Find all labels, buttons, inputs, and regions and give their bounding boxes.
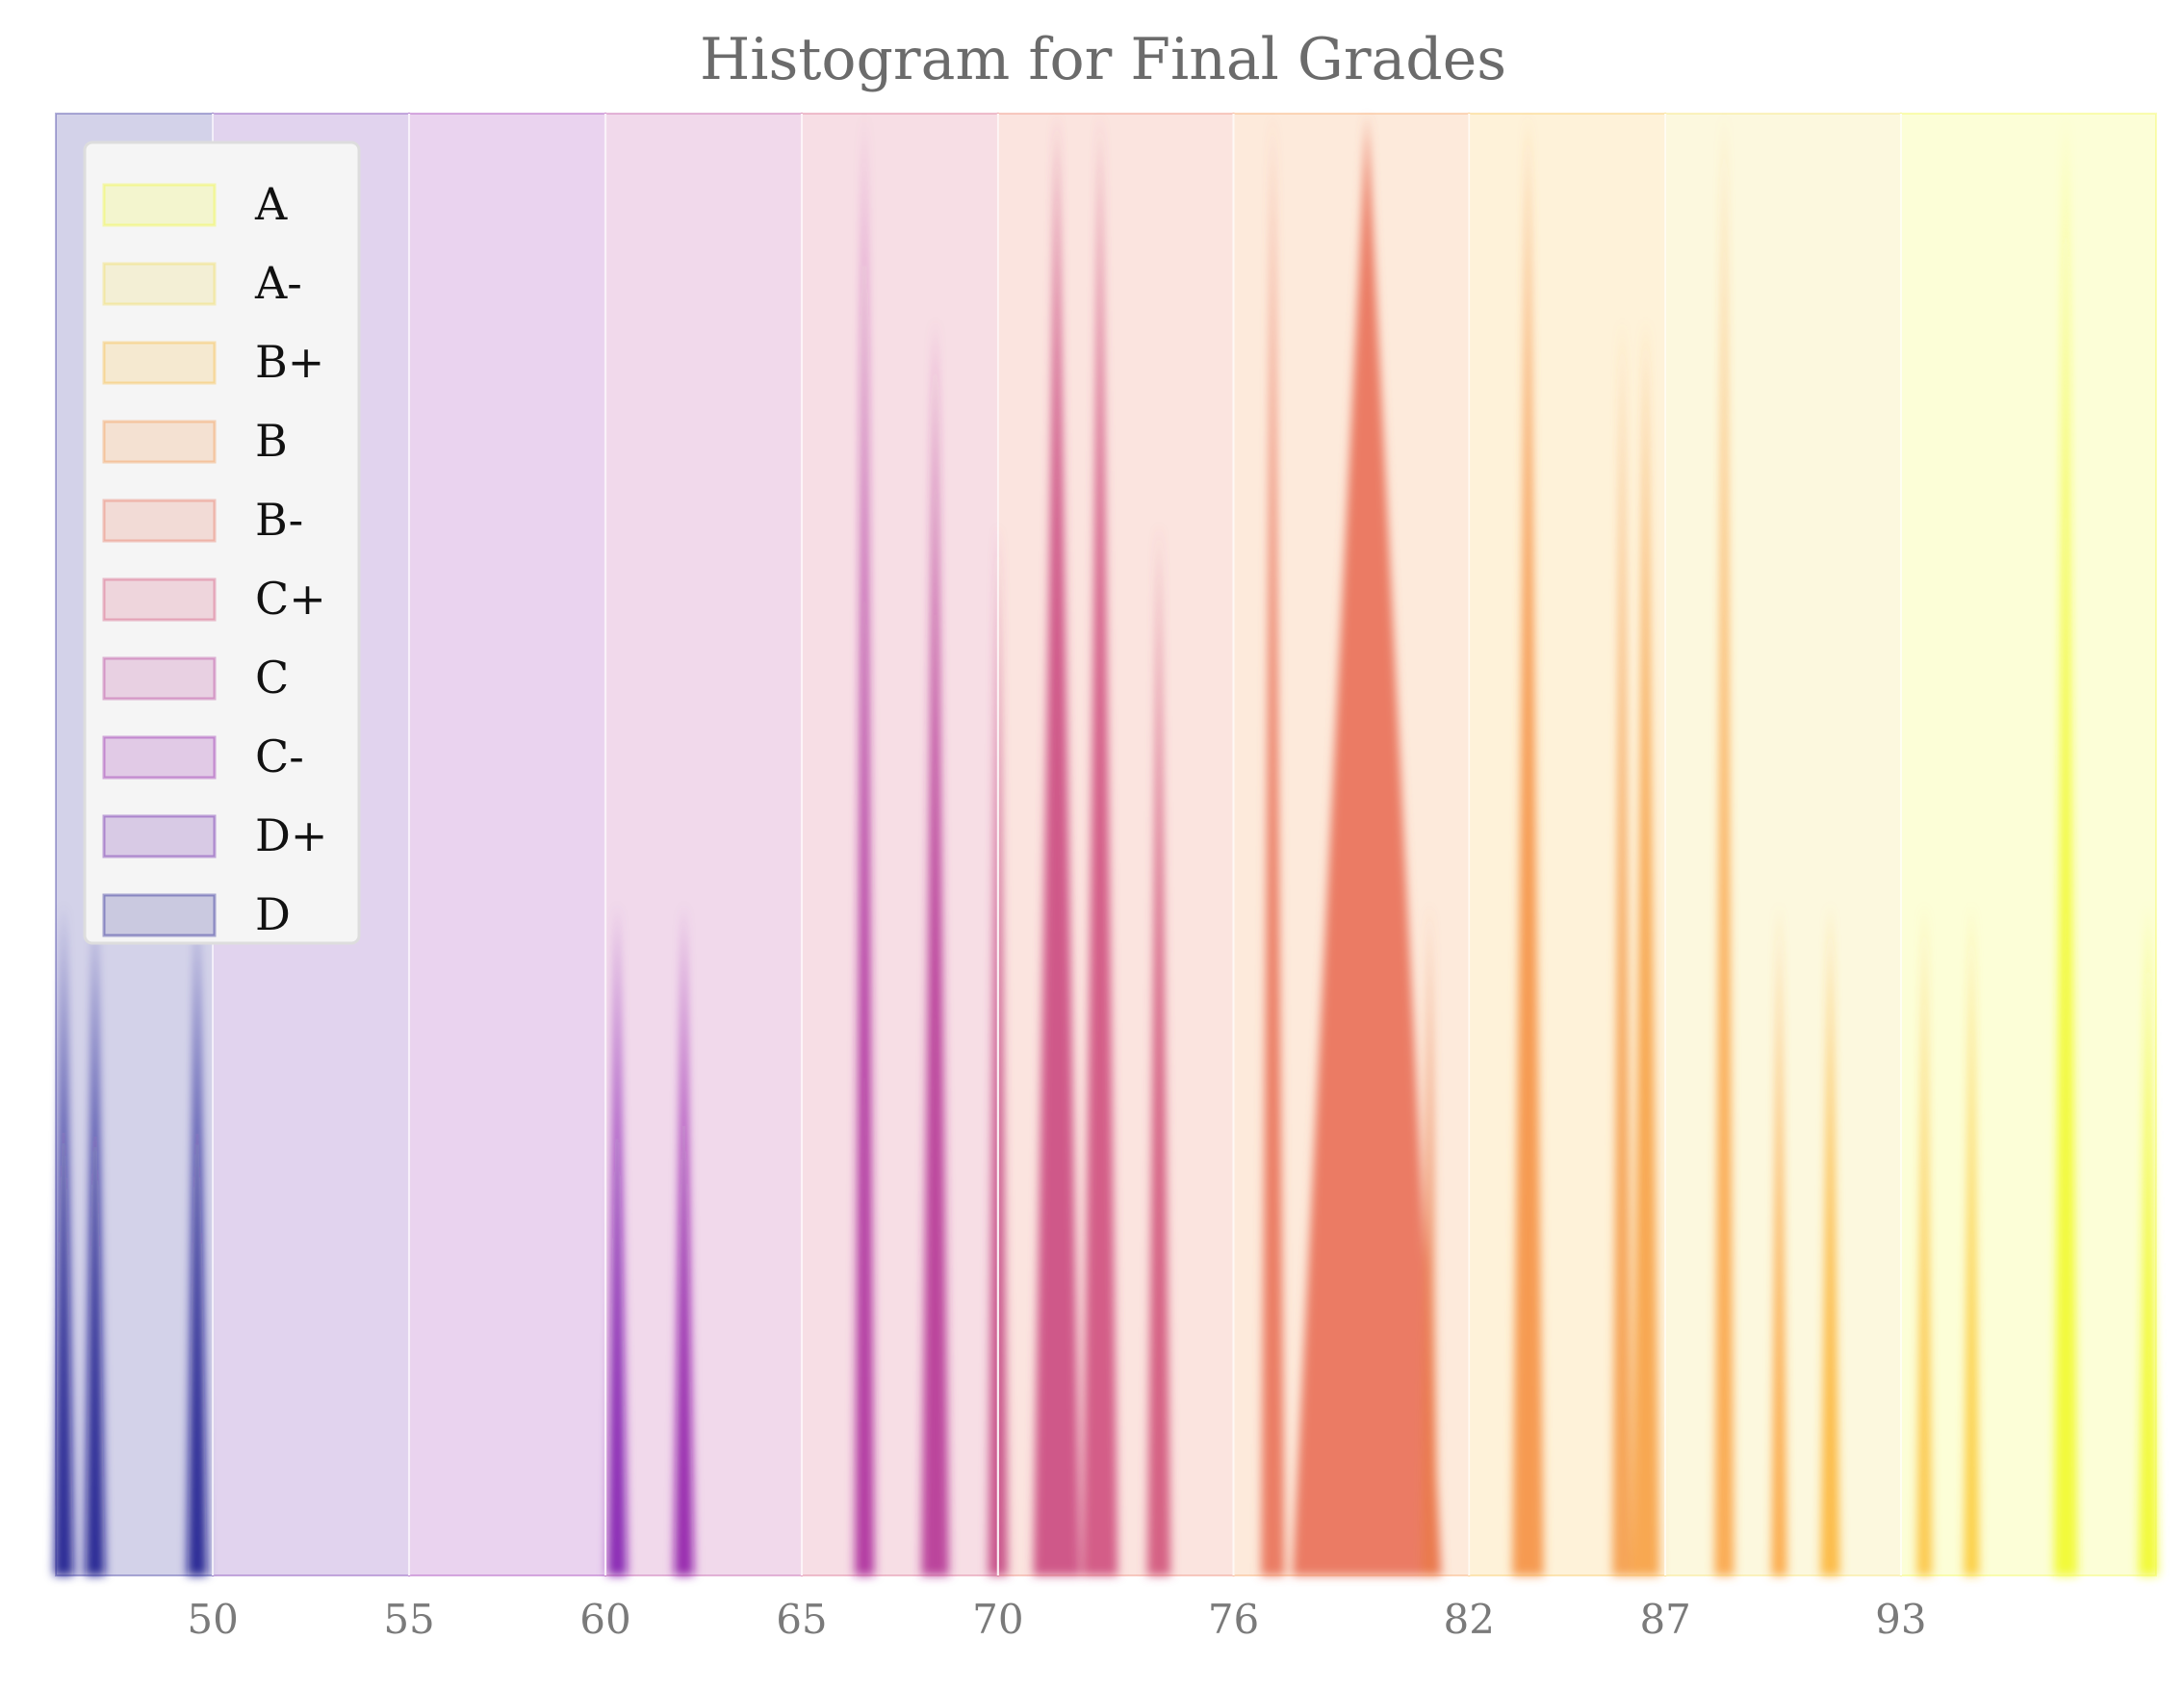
- x-tick-label-60: 60: [579, 1596, 630, 1643]
- chart-title: Histogram for Final Grades: [700, 26, 1506, 93]
- legend-entry-d: D: [102, 888, 291, 940]
- legend-entry-aminus: A-: [102, 257, 302, 309]
- legend-entry-a: A: [102, 178, 288, 230]
- spike-8: [1033, 114, 1081, 1576]
- band-b-minusplus: [1468, 113, 1667, 1576]
- legend-entry-a-swatch: [102, 183, 217, 227]
- legend-entry-cminus-label: C-: [255, 730, 304, 782]
- spike-23: [2138, 903, 2159, 1576]
- legend-entry-b-label: B: [255, 415, 288, 467]
- spike-12: [1292, 114, 1442, 1576]
- legend-entry-b-swatch: [102, 420, 217, 464]
- legend-entry-bminus-swatch: [102, 499, 217, 543]
- legend-box: [83, 141, 361, 945]
- spike-6: [921, 318, 949, 1576]
- legend-entry-aminus-swatch: [102, 262, 217, 306]
- spike-11: [1261, 114, 1285, 1576]
- legend-entry-aminus-label: A-: [254, 257, 302, 309]
- spike-17: [1714, 114, 1734, 1576]
- legend-entry-d-swatch: [102, 893, 217, 937]
- legend-entry-cminus-swatch: [102, 735, 217, 780]
- legend-entry-d-label: D: [255, 888, 291, 940]
- x-tick-label-87: 87: [1639, 1596, 1690, 1643]
- spike-20: [1916, 903, 1933, 1576]
- x-tick-label-70: 70: [972, 1596, 1023, 1643]
- legend-entry-cplus-label: C+: [255, 573, 326, 625]
- band-b-minus: [996, 113, 1235, 1576]
- spike-3: [607, 903, 628, 1576]
- x-axis-ticks: 50 55 60 65 70 76 82 87 93: [187, 1596, 1926, 1643]
- spike-19: [1820, 903, 1840, 1576]
- legend-entry-bminus-label: B-: [255, 494, 303, 546]
- spike-13: [1422, 903, 1438, 1576]
- spike-5: [854, 114, 875, 1576]
- legend-entry-a-label: A: [254, 178, 288, 230]
- spike-2: [187, 903, 208, 1576]
- spike-22: [2053, 114, 2078, 1576]
- legend-entry-cminus: C-: [102, 730, 304, 782]
- legend-entry-dplus: D+: [102, 809, 327, 861]
- spike-1: [85, 903, 105, 1576]
- x-tick-label-50: 50: [187, 1596, 238, 1643]
- spike-10: [1146, 523, 1171, 1576]
- legend-entry-c-swatch: [102, 656, 217, 701]
- legend-entry-cplus-swatch: [102, 577, 217, 622]
- legend-entry-bminus: B-: [102, 494, 303, 546]
- legend-entry-bplus-label: B+: [255, 336, 324, 388]
- legend-entry-c: C: [102, 652, 289, 704]
- legend: A A- B+ B B- C+ C C- D+ D: [83, 141, 361, 945]
- spike-18: [1771, 903, 1787, 1576]
- spike-21: [1964, 903, 1980, 1576]
- x-tick-label-76: 76: [1208, 1596, 1259, 1643]
- legend-entry-dplus-label: D+: [255, 809, 327, 861]
- legend-entry-c-label: C: [255, 652, 289, 704]
- legend-entry-bplus: B+: [102, 336, 324, 388]
- band-c-minusplus: [800, 113, 999, 1576]
- legend-entry-bplus-swatch: [102, 341, 217, 385]
- x-tick-label-65: 65: [776, 1596, 827, 1643]
- grid-lines: [212, 114, 1902, 1576]
- x-tick-label-82: 82: [1444, 1596, 1495, 1643]
- band-c-minus: [408, 113, 606, 1576]
- spike-4: [674, 903, 694, 1576]
- legend-entry-b: B: [102, 415, 288, 467]
- band-a: [1899, 113, 2158, 1576]
- spike-0: [53, 903, 74, 1576]
- spike-14: [1512, 114, 1544, 1576]
- spike-16: [1632, 318, 1660, 1576]
- x-tick-label-93: 93: [1875, 1596, 1926, 1643]
- legend-entry-cplus: C+: [102, 573, 326, 625]
- legend-entry-dplus-swatch: [102, 814, 217, 858]
- spike-9: [1082, 114, 1118, 1576]
- x-tick-label-55: 55: [383, 1596, 434, 1643]
- band-c: [604, 113, 803, 1576]
- spike-15: [1612, 318, 1632, 1576]
